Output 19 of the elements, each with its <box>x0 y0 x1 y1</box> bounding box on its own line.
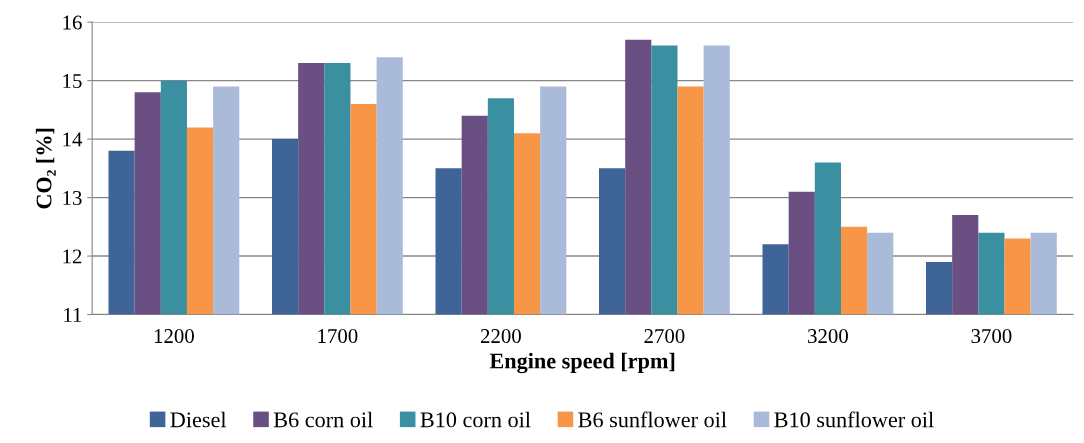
legend-label: B6 corn oil <box>273 411 373 428</box>
y-axis-title: CO₂ [%] <box>35 128 56 209</box>
x-tick-label: 3200 <box>808 329 848 344</box>
x-tick-label: 1700 <box>318 329 358 344</box>
y-tick-label: 13 <box>63 191 82 206</box>
x-axis-title: Engine speed [rpm] <box>489 352 675 374</box>
x-tick-label: 2700 <box>644 329 685 344</box>
legend-label: B10 corn oil <box>420 411 531 428</box>
x-tick-label: 3700 <box>971 329 1012 344</box>
legend-label: B10 sunflower oil <box>774 411 934 428</box>
y-tick-label: 12 <box>63 249 82 264</box>
y-tick-label: 15 <box>63 74 82 89</box>
x-tick-label: 2200 <box>480 329 521 344</box>
legend-label: B6 sunflower oil <box>578 411 727 428</box>
legend-label: Diesel <box>170 411 227 428</box>
y-tick-label: 14 <box>63 132 83 147</box>
y-tick-label: 16 <box>63 15 82 30</box>
y-tick-label: 11 <box>64 308 82 322</box>
x-tick-label: 1200 <box>154 329 194 344</box>
